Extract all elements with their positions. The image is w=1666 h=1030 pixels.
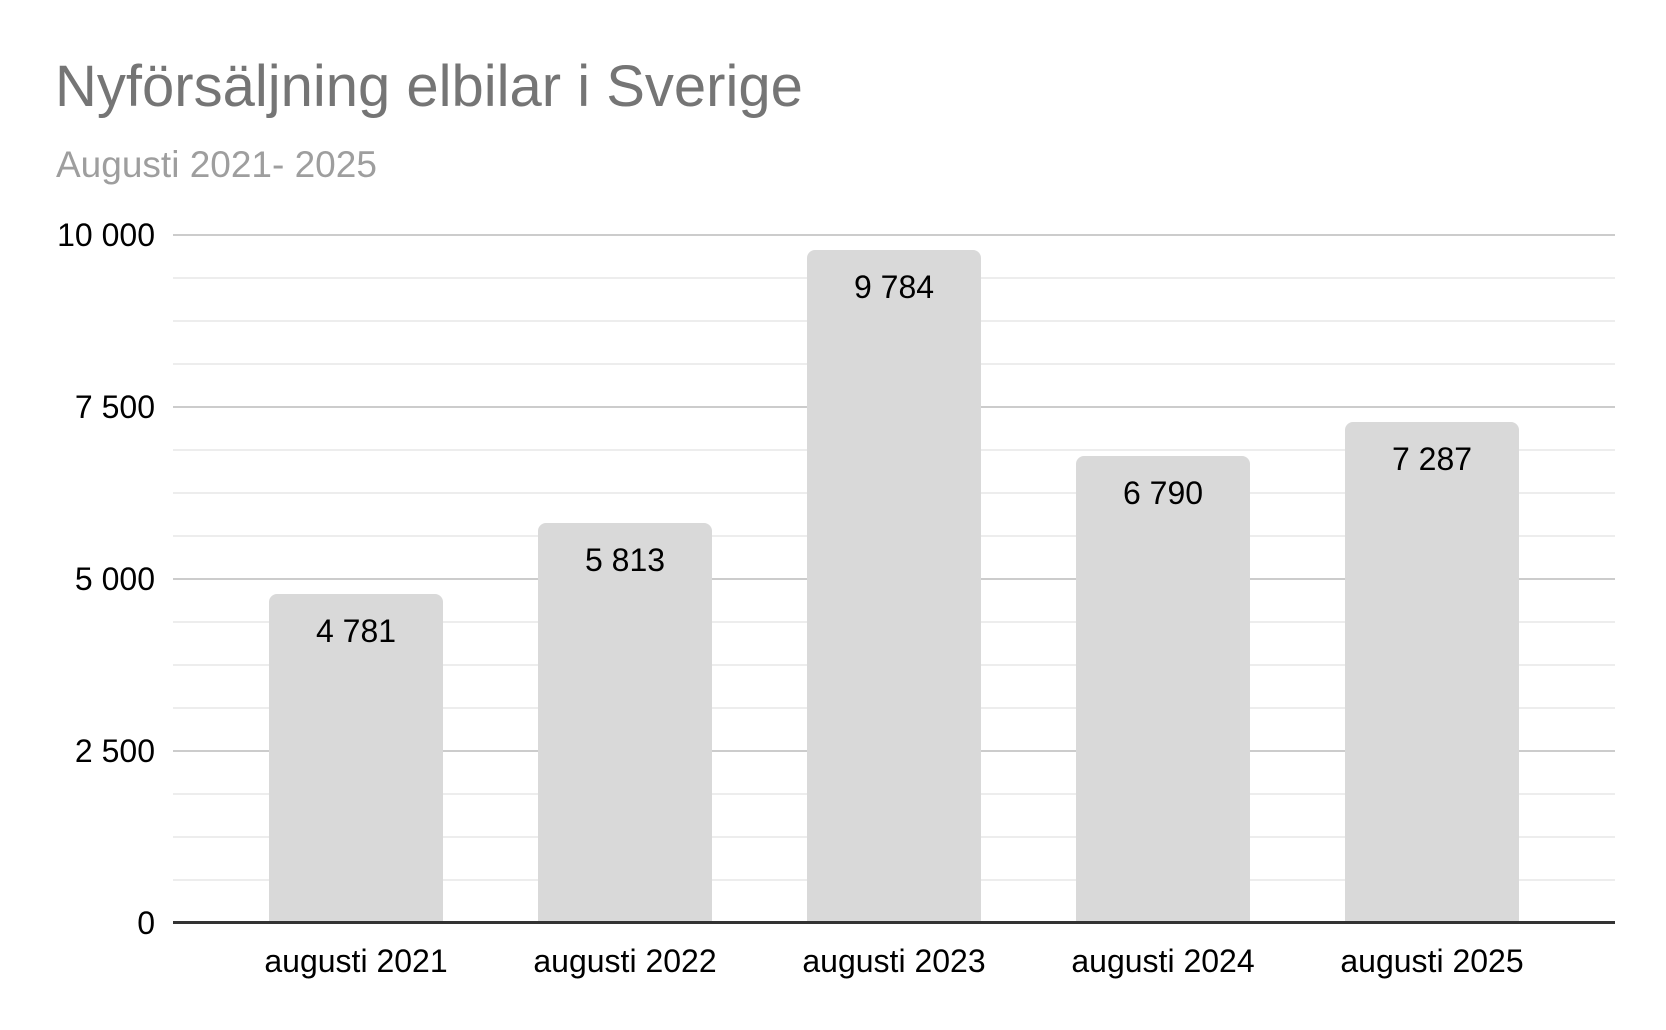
bar-augusti-2023 (807, 249, 981, 923)
x-axis-category-label: augusti 2025 (1340, 943, 1524, 979)
y-axis-tick-label: 0 (137, 905, 155, 941)
bar-value-label: 4 781 (315, 613, 397, 650)
chart-title: Nyförsäljning elbilar i Sverige (55, 54, 803, 119)
plot-area: 4 781 5 813 9 784 6 790 7 287 (173, 234, 1615, 924)
x-axis-line (173, 921, 1615, 924)
x-axis-category-label: augusti 2024 (1071, 943, 1255, 979)
bar-augusti-2025 (1345, 421, 1519, 923)
bar-value-label: 7 287 (1391, 440, 1473, 477)
y-axis-tick-label: 10 000 (57, 217, 155, 253)
bar-value-label: 5 813 (584, 542, 666, 579)
y-axis-tick-label: 5 000 (74, 561, 155, 597)
x-axis-category-label: augusti 2022 (533, 943, 717, 979)
gridline-major (173, 234, 1615, 236)
bar-augusti-2021 (269, 594, 443, 923)
chart-subtitle: Augusti 2021- 2025 (56, 144, 377, 185)
bar-value-label: 6 790 (1122, 474, 1204, 511)
y-axis-tick-label: 7 500 (74, 389, 155, 425)
bar-augusti-2022 (538, 523, 712, 923)
y-axis-tick-label: 2 500 (74, 733, 155, 769)
bar-value-label: 9 784 (853, 268, 935, 305)
bar-augusti-2024 (1076, 455, 1250, 923)
x-axis-category-label: augusti 2021 (264, 943, 448, 979)
x-axis-category-label: augusti 2023 (802, 943, 986, 979)
